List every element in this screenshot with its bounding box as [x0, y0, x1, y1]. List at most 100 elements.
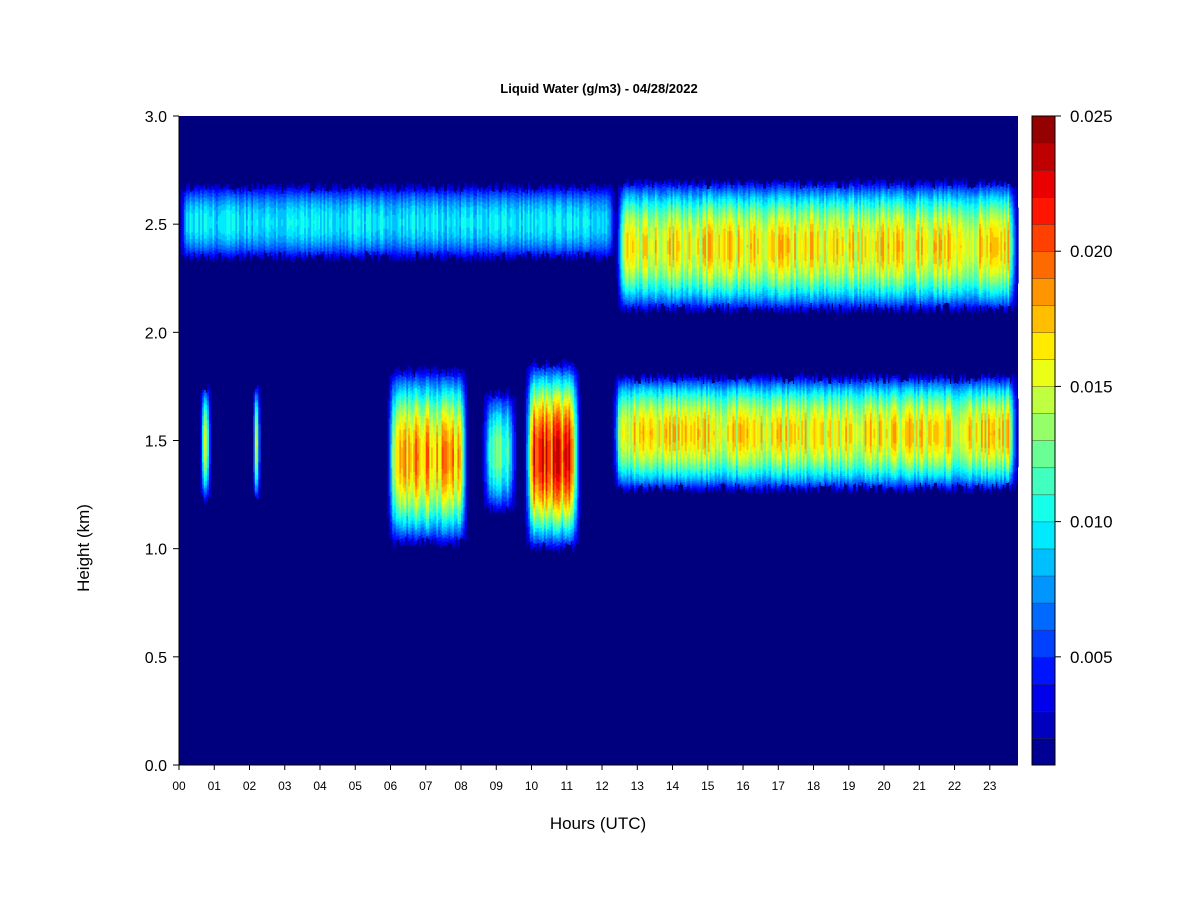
heatmap-cell	[191, 255, 194, 258]
heatmap-cell	[212, 207, 215, 210]
heatmap-cell	[228, 253, 231, 256]
heatmap-cell	[219, 238, 222, 241]
heatmap-cell	[217, 241, 221, 244]
heatmap-cell	[191, 241, 194, 244]
heatmap-cell	[208, 216, 212, 219]
heatmap-cell	[228, 239, 231, 242]
heatmap-cell	[233, 227, 236, 230]
heatmap-cell	[240, 238, 244, 241]
heatmap-cell	[191, 218, 194, 221]
heatmap-cell	[238, 234, 242, 237]
heatmap-cell	[231, 237, 235, 240]
heatmap-cell	[237, 228, 240, 231]
heatmap-cell	[217, 186, 221, 189]
heatmap-cell	[194, 245, 198, 248]
heatmap-cell	[224, 237, 228, 240]
heatmap-cell	[210, 221, 214, 224]
heatmap-cell	[242, 251, 245, 254]
heatmap-cell	[207, 198, 210, 201]
heatmap-cell	[201, 206, 205, 209]
heatmap-cell	[224, 184, 228, 187]
heatmap-cell	[221, 209, 224, 212]
heatmap-cell	[193, 232, 196, 235]
heatmap-cell	[242, 209, 245, 212]
heatmap-cell	[226, 253, 229, 256]
heatmap-cell	[201, 217, 205, 220]
heatmap-cell	[237, 245, 240, 248]
heatmap-cell	[201, 216, 205, 219]
heatmap-cell	[233, 251, 236, 254]
heatmap-cell	[212, 192, 215, 196]
heatmap-cell	[191, 191, 194, 194]
heatmap-cell	[233, 244, 236, 247]
heatmap-cell	[207, 204, 210, 207]
heatmap-cell	[228, 228, 231, 232]
heatmap-cell	[224, 229, 228, 232]
heatmap-cell	[247, 203, 251, 206]
heatmap-cell	[230, 237, 233, 240]
heatmap-cell	[180, 253, 184, 255]
heatmap-cell	[194, 193, 198, 196]
heatmap-cell	[187, 208, 191, 211]
heatmap-cell	[193, 203, 196, 206]
heatmap-cell	[217, 245, 221, 248]
heatmap-cell	[237, 200, 240, 203]
heatmap-cell	[214, 184, 217, 187]
heatmap-cell	[221, 194, 224, 197]
heatmap-cell	[237, 199, 240, 202]
heatmap-cell	[231, 226, 235, 229]
heatmap-cell	[240, 215, 244, 218]
heatmap-cell	[233, 243, 236, 246]
heatmap-cell	[249, 236, 252, 239]
heatmap-cell	[223, 207, 226, 210]
heatmap-cell	[224, 250, 228, 253]
heatmap-cell	[242, 235, 245, 238]
heatmap-cell	[182, 192, 185, 195]
heatmap-cell	[182, 212, 185, 215]
heatmap-cell	[201, 186, 205, 189]
heatmap-cell	[186, 219, 189, 222]
heatmap-cell	[216, 197, 219, 200]
heatmap-cell	[230, 190, 233, 193]
heatmap-cell	[193, 217, 196, 220]
heatmap-cell	[196, 251, 199, 254]
heatmap-cell	[201, 238, 205, 241]
heatmap-cell	[247, 244, 251, 246]
heatmap-cell	[214, 205, 217, 208]
heatmap-cell	[200, 196, 203, 199]
heatmap-cell	[245, 225, 249, 228]
heatmap-cell	[200, 199, 203, 202]
heatmap-cell	[261, 184, 265, 187]
heatmap-cell	[221, 200, 224, 203]
heatmap-cell	[235, 206, 238, 209]
heatmap-cell	[247, 223, 251, 225]
heatmap-cell	[231, 234, 235, 237]
heatmap-cell	[193, 225, 196, 228]
heatmap-cell	[235, 236, 238, 239]
heatmap-cell	[208, 246, 212, 249]
heatmap-cell	[233, 250, 236, 253]
heatmap-cell	[237, 223, 240, 226]
heatmap-cell	[208, 194, 212, 197]
heatmap-cell	[193, 244, 196, 247]
heatmap-cell	[245, 218, 249, 221]
heatmap-cell	[217, 213, 221, 216]
heatmap-cell	[200, 222, 203, 225]
heatmap-cell	[187, 248, 191, 251]
heatmap-cell	[187, 193, 191, 196]
heatmap-cell	[187, 187, 191, 190]
heatmap-cell	[231, 211, 235, 214]
heatmap-cell	[219, 193, 222, 196]
heatmap-cell	[201, 234, 205, 237]
heatmap-cell	[182, 207, 185, 210]
heatmap-cell	[219, 226, 222, 229]
heatmap-cell	[244, 256, 247, 259]
heatmap-cell	[247, 231, 251, 234]
heatmap-cell	[205, 198, 208, 202]
heatmap-cell	[201, 230, 205, 232]
heatmap-cell	[210, 193, 214, 196]
heatmap-cell	[247, 237, 251, 240]
heatmap-cell	[191, 198, 194, 201]
heatmap-cell	[186, 205, 189, 209]
heatmap-cell	[194, 242, 198, 245]
